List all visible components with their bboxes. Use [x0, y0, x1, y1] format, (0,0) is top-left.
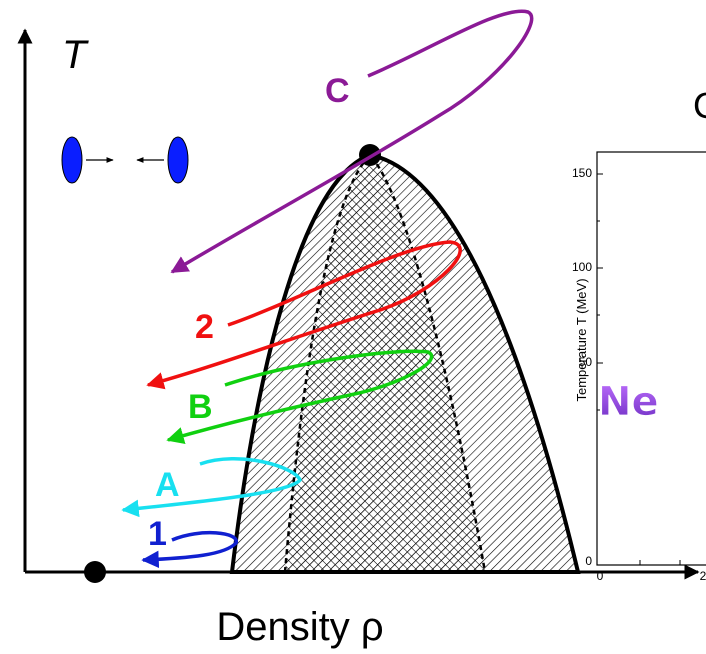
trajectory-label: 2 — [195, 308, 214, 346]
inset-y-tick: 50 — [579, 355, 593, 369]
inset-x-tick: 0 — [597, 569, 604, 583]
inset-y-tick: 100 — [572, 260, 592, 274]
nucleus — [61, 136, 83, 184]
trajectory — [166, 349, 434, 445]
inset-y-tick: 0 — [585, 554, 592, 568]
inset-y-tick: 150 — [572, 166, 592, 180]
trajectory — [146, 240, 462, 390]
y-axis-label: T — [62, 33, 89, 77]
trajectory-label: A — [155, 466, 180, 504]
trajectory — [141, 530, 238, 569]
trajectory-label: C — [325, 72, 350, 110]
trajectory — [121, 457, 303, 518]
trajectory-label: B — [188, 388, 213, 426]
trajectory-label: 1 — [148, 515, 167, 553]
inset-x-tick: 2 — [700, 569, 706, 583]
ground-state-point — [84, 561, 106, 583]
inset-ticks — [597, 173, 681, 565]
nucleus — [167, 136, 189, 184]
inset-y-label: Temperature T (MeV) — [574, 278, 589, 401]
inset: C 150 100 50 0 0 2 Temperature T (MeV) N… — [572, 85, 706, 583]
spinodal-region — [283, 153, 487, 574]
inset-title: C — [693, 85, 706, 126]
inset-frame — [596, 151, 706, 566]
inset-overlay-text: Ne — [598, 379, 659, 425]
trajectory — [170, 9, 534, 274]
x-axis-label: Density ρ — [216, 605, 383, 649]
